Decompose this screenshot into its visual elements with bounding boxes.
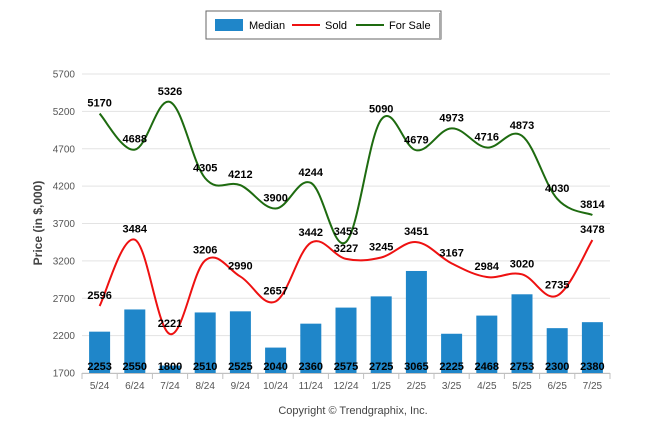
sold-data-label: 2596: [87, 290, 111, 302]
x-tick-label: 11/24: [299, 381, 324, 392]
median-bar: [546, 328, 568, 373]
median-data-label: 2300: [545, 361, 569, 373]
sold-line: [98, 238, 594, 336]
legend-sold-label: Sold: [325, 20, 347, 32]
sold-data-label: 3442: [299, 227, 323, 239]
y-axis-label: Price (in $,000): [31, 181, 45, 266]
sold-data-label: 3167: [439, 247, 463, 259]
median-bar: [159, 365, 181, 373]
median-data-label: 1800: [158, 361, 182, 373]
y-tick-label: 4700: [53, 144, 76, 155]
y-tick-label: 3700: [53, 219, 76, 230]
x-tick-label: 5/24: [90, 381, 110, 392]
median-data-label: 2468: [475, 361, 499, 373]
for-sale-data-label: 5170: [87, 98, 111, 110]
x-tick-label: 9/24: [231, 381, 251, 392]
for-sale-data-label: 4305: [193, 162, 217, 174]
axes: 1700 2200 2700 3200 3700 4200 4700 5200 5700 5/24…: [53, 70, 611, 392]
x-tick-label: 7/25: [583, 381, 603, 392]
x-tick-label: 2/25: [407, 381, 427, 392]
median-bar: [89, 331, 111, 373]
for-sale-data-label: 4212: [228, 169, 252, 181]
y-tick-label: 2700: [53, 294, 76, 305]
x-tick-label: 4/25: [477, 381, 497, 392]
x-tick-label: 12/24: [333, 381, 358, 392]
for-sale-data-label: 3814: [580, 199, 605, 211]
for-sale-data-label: 3453: [334, 226, 358, 238]
y-tick-label: 1700: [53, 369, 76, 380]
sold-data-label: 3451: [404, 226, 428, 238]
for-sale-data-label: 4873: [510, 120, 534, 132]
x-tick-label: 8/24: [195, 381, 215, 392]
median-bar: [581, 322, 603, 373]
median-bar: [335, 307, 357, 373]
sold-data-label: 2657: [263, 285, 287, 297]
legend-box: [205, 10, 442, 40]
median-data-label: 2225: [439, 361, 463, 373]
sold-data-label: 3478: [580, 224, 604, 236]
sold-data-label: 2990: [228, 261, 252, 273]
x-tick-label: 1/25: [371, 381, 391, 392]
legend-median-swatch: [215, 19, 243, 31]
x-tick-label: 3/25: [442, 381, 462, 392]
median-data-label: 2360: [299, 361, 323, 373]
sold-data-label: 2221: [158, 318, 182, 330]
x-tick-label: 10/24: [263, 381, 288, 392]
median-data-label: 2575: [334, 361, 358, 373]
median-bar: [265, 347, 287, 373]
sold-data-label: 3206: [193, 244, 217, 256]
median-bar: [441, 333, 463, 373]
data-labels: 2253 2550 1800 2510 2525 2040 2360 2575 2725 3065…: [87, 86, 605, 373]
legend: Median Sold For Sale: [205, 10, 442, 40]
copyright-text: Copyright © Trendgraphix, Inc.: [278, 405, 427, 417]
median-data-label: 2380: [580, 361, 604, 373]
for-sale-data-label: 4688: [123, 134, 147, 146]
x-tick-label: 5/25: [512, 381, 532, 392]
y-tick-label: 2200: [53, 331, 76, 342]
sold-data-label: 2735: [545, 280, 569, 292]
for-sale-data-label: 5090: [369, 104, 393, 116]
median-data-label: 2753: [510, 361, 534, 373]
sold-data-label: 3020: [510, 258, 534, 270]
median-data-label: 2253: [87, 361, 111, 373]
sold-data-label: 3227: [334, 243, 358, 255]
x-tick-label: 7/24: [160, 381, 180, 392]
for-sale-data-label: 5326: [158, 86, 182, 98]
for-sale-data-label: 3900: [263, 193, 287, 205]
y-tick-label: 5200: [53, 107, 76, 118]
for-sale-line: [98, 100, 593, 245]
median-bar: [229, 311, 251, 373]
median-data-label: 2510: [193, 361, 217, 373]
y-tick-label: 3200: [53, 256, 76, 267]
for-sale-data-label: 4030: [545, 183, 569, 195]
median-bar: [405, 270, 427, 373]
y-tick-label: 4200: [53, 182, 76, 193]
median-bars: [89, 270, 603, 373]
y-tick-label: 5700: [53, 70, 76, 81]
median-bar: [124, 309, 146, 373]
x-tick-label: 6/25: [547, 381, 567, 392]
for-sale-data-label: 4244: [299, 167, 324, 179]
sold-data-label: 2984: [475, 261, 500, 273]
for-sale-data-label: 4973: [439, 112, 463, 124]
median-bar: [194, 312, 216, 373]
median-bar: [511, 294, 533, 373]
for-sale-data-label: 4716: [475, 132, 499, 144]
median-data-label: 2040: [263, 361, 287, 373]
sold-data-label: 3245: [369, 242, 393, 254]
median-data-label: 2550: [123, 361, 147, 373]
x-tick-label: 6/24: [125, 381, 145, 392]
legend-forsale-label: For Sale: [389, 20, 431, 32]
sold-data-label: 3484: [123, 224, 148, 236]
for-sale-data-label: 4679: [404, 134, 428, 146]
legend-median-label: Median: [249, 20, 285, 32]
median-data-label: 2525: [228, 361, 252, 373]
median-data-label: 2725: [369, 361, 393, 373]
median-bar: [300, 323, 322, 373]
median-data-label: 3065: [404, 361, 428, 373]
median-bar: [476, 315, 498, 373]
median-bar: [370, 296, 392, 373]
series-lines: [98, 100, 594, 336]
